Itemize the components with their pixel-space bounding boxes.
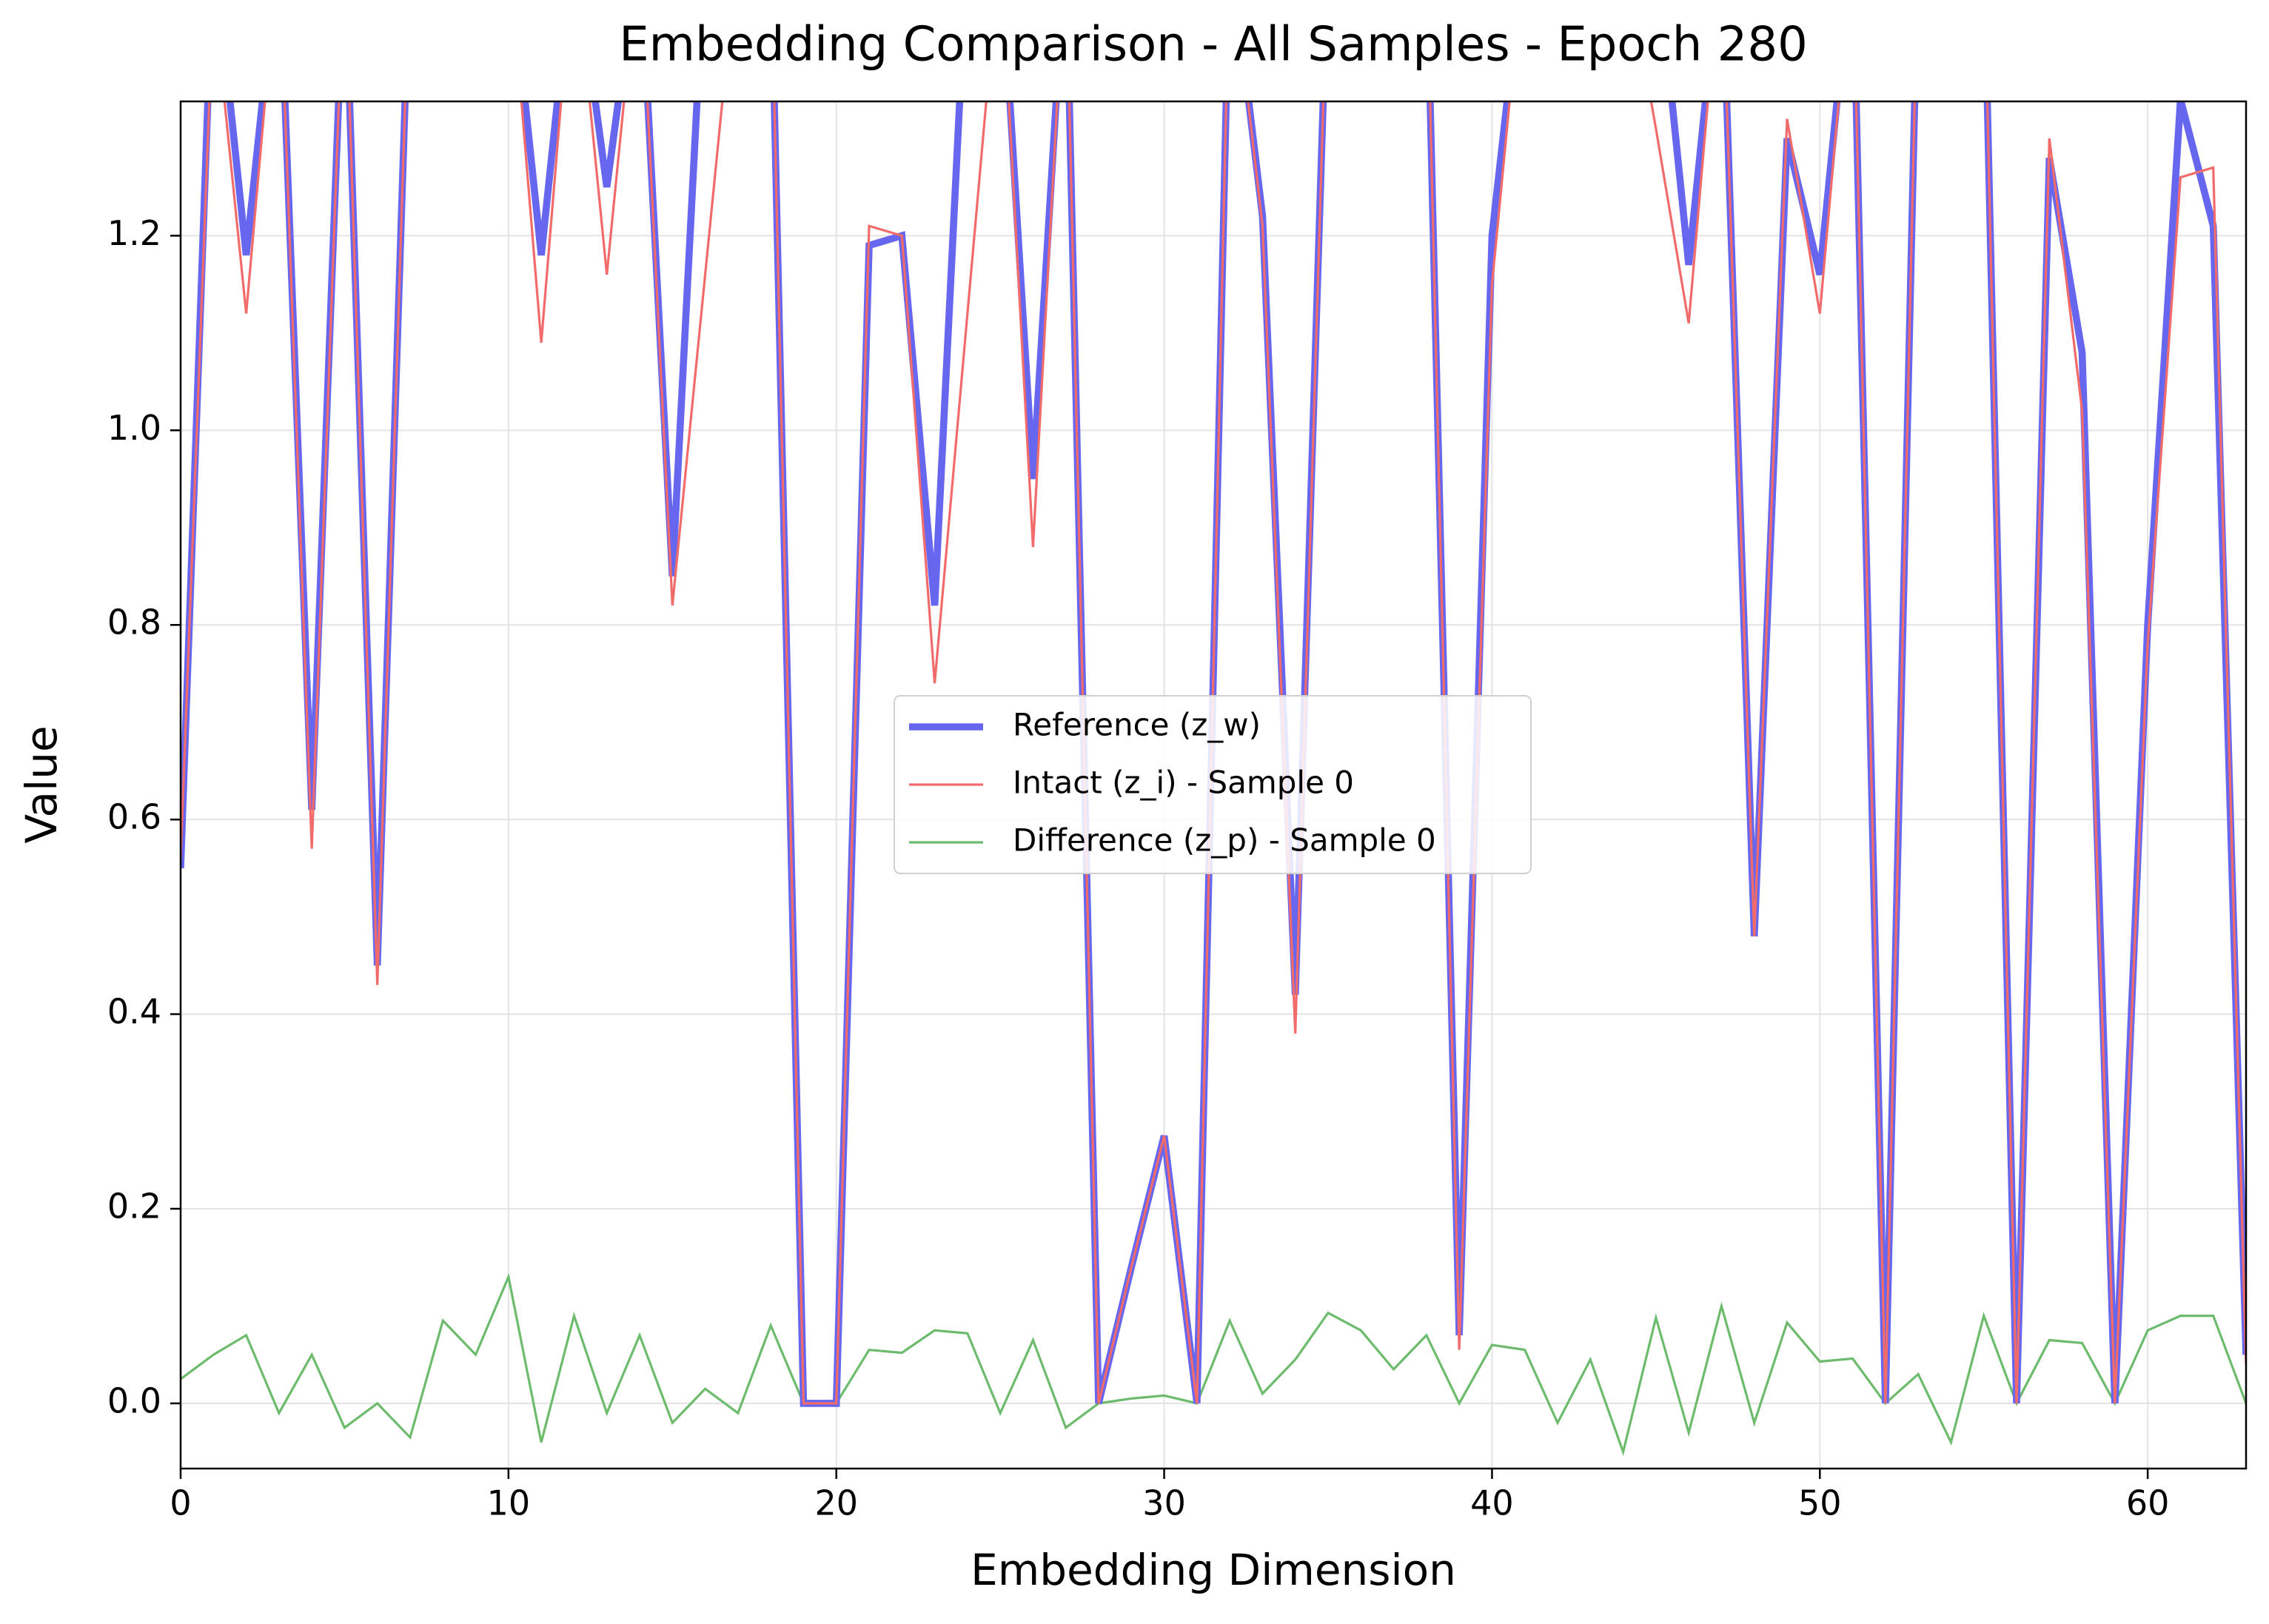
- axes-frame: [179, 100, 2248, 1470]
- y-tick-label: 0.6: [107, 797, 161, 837]
- x-tick-label: 50: [1798, 1483, 1842, 1523]
- y-tick-label: 0.8: [107, 603, 161, 642]
- chart-title: Embedding Comparison - All Samples - Epo…: [619, 18, 1808, 73]
- plot-area: [181, 101, 2246, 1457]
- y-axis-label: Value: [16, 725, 67, 843]
- series-line: [181, 1272, 2246, 1457]
- legend-label: Reference (z_w): [1013, 707, 1261, 743]
- legend-box: [894, 695, 1532, 874]
- x-tick-label: 40: [1470, 1483, 1514, 1523]
- y-tick-label: 0.4: [107, 992, 161, 1032]
- series-line: [181, 101, 2246, 1405]
- y-tick-label: 0.2: [107, 1187, 161, 1227]
- x-tick-label: 10: [487, 1483, 531, 1523]
- x-tick-label: 30: [1142, 1483, 1186, 1523]
- legend: Reference (z_w) Intact (z_i) - Sample 0 Di…: [894, 695, 1532, 874]
- ticks: 0 10 20 30 40 50 60 0.0 0.2 0.4 0.6 0.8 1.0 1.2: [107, 213, 2170, 1523]
- x-tick-label: 60: [2126, 1483, 2170, 1523]
- y-tick-label: 1.0: [107, 408, 161, 448]
- x-tick-label: 20: [814, 1483, 858, 1523]
- legend-label: Intact (z_i) - Sample 0: [1013, 765, 1354, 801]
- y-tick-label: 1.2: [107, 213, 161, 253]
- legend-label: Difference (z_p) - Sample 0: [1013, 822, 1436, 859]
- y-tick-label: 0.0: [107, 1380, 161, 1420]
- x-axis-label: Embedding Dimension: [971, 1545, 1456, 1595]
- x-tick-label: 0: [170, 1483, 191, 1523]
